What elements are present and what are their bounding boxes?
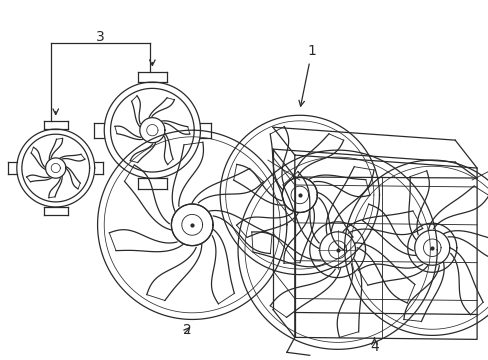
Text: 4: 4 <box>369 338 378 354</box>
Text: 2: 2 <box>183 323 191 337</box>
Text: 3: 3 <box>96 30 105 44</box>
Text: 1: 1 <box>298 45 316 106</box>
